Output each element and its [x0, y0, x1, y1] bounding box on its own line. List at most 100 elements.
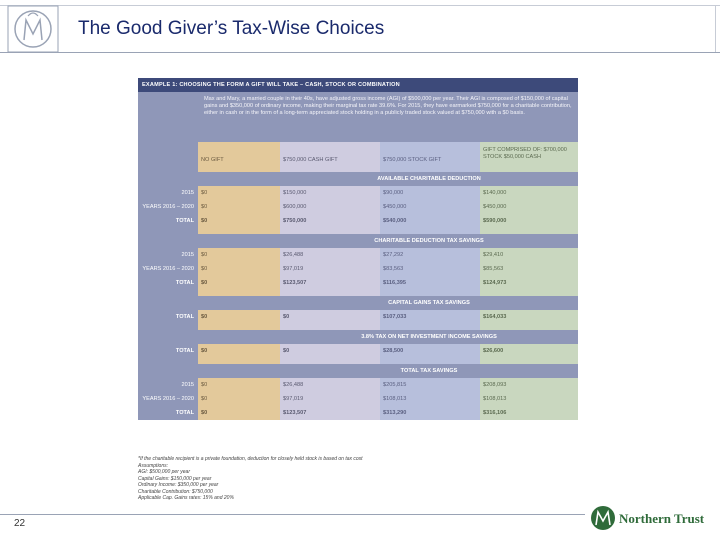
- table-row: TOTAL $0 $750,000 $540,000 $590,000: [138, 214, 578, 228]
- value-cell: $0: [198, 276, 280, 290]
- section-title-text: TOTAL TAX SAVINGS: [400, 368, 458, 374]
- table-row: 2015 $0 $26,488 $205,815 $208,093: [138, 378, 578, 392]
- table-header: EXAMPLE 1: CHOOSING THE FORM A GIFT WILL…: [138, 78, 578, 92]
- row-label: TOTAL: [138, 276, 198, 290]
- section-title: TOTAL TAX SAVINGS: [138, 364, 578, 378]
- value-cell: $150,000: [280, 186, 380, 200]
- value-cell: $0: [198, 310, 280, 324]
- value-cell: $0: [280, 310, 380, 324]
- value-cell: $124,973: [480, 276, 578, 290]
- northern-trust-emblem-icon: [7, 5, 59, 53]
- table-row: YEARS 2016 – 2020 $0 $97,019 $108,013 $108,0…: [138, 392, 578, 406]
- row-label: TOTAL: [138, 406, 198, 420]
- table-row: TOTAL $0 $123,507 $313,290 $316,106: [138, 406, 578, 420]
- value-cell: $750,000: [280, 214, 380, 228]
- footer-divider: [0, 514, 585, 515]
- value-cell: $108,013: [480, 392, 578, 406]
- value-cell: $313,290: [380, 406, 480, 420]
- value-cell: $0: [198, 392, 280, 406]
- value-cell: $123,507: [280, 406, 380, 420]
- value-cell: $316,106: [480, 406, 578, 420]
- value-cell: $540,000: [380, 214, 480, 228]
- row-label: YEARS 2016 – 2020: [138, 200, 198, 214]
- table-row: YEARS 2016 – 2020 $0 $600,000 $450,000 $450,…: [138, 200, 578, 214]
- value-cell: $90,000: [380, 186, 480, 200]
- value-cell: $97,019: [280, 262, 380, 276]
- value-cell: $140,000: [480, 186, 578, 200]
- value-cell: $0: [198, 248, 280, 262]
- value-cell: $0: [198, 378, 280, 392]
- value-cell: $164,033: [480, 310, 578, 324]
- northern-trust-logo: Northern Trust: [591, 506, 705, 530]
- table-row: 2015 $0 $26,488 $27,292 $29,410: [138, 248, 578, 262]
- section-title-text: AVAILABLE CHARITABLE DEDUCTION: [377, 176, 481, 182]
- value-cell: $0: [198, 344, 280, 358]
- value-cell: $0: [198, 214, 280, 228]
- column-header: $750,000 STOCK GIFT: [380, 142, 480, 166]
- table-row: TOTAL $0 $0 $107,033 $164,033: [138, 310, 578, 324]
- footnotes: *If the charitable recipient is a privat…: [138, 456, 578, 502]
- row-label: TOTAL: [138, 344, 198, 358]
- value-cell: $450,000: [480, 200, 578, 214]
- example-description: Max and Mary, a married couple in their …: [198, 92, 578, 142]
- value-cell: $27,292: [380, 248, 480, 262]
- section-title: CAPITAL GAINS TAX SAVINGS: [138, 296, 578, 310]
- column-headers: NO GIFT $750,000 CASH GIFT $750,000 STOC…: [138, 142, 578, 166]
- value-cell: $26,600: [480, 344, 578, 358]
- row-label: TOTAL: [138, 310, 198, 324]
- page-number: 22: [14, 518, 26, 529]
- table-row: 2015 $0 $150,000 $90,000 $140,000: [138, 186, 578, 200]
- value-cell: $29,410: [480, 248, 578, 262]
- top-frame-line: [0, 5, 720, 6]
- example-intro: Max and Mary, a married couple in their …: [138, 92, 578, 142]
- footnote-line: Charitable Contribution: $750,000: [138, 488, 213, 495]
- value-cell: $450,000: [380, 200, 480, 214]
- footnote-line: Applicable Cap. Gains rates: 15% and 20%: [138, 495, 234, 501]
- value-cell: $97,019: [280, 392, 380, 406]
- table-row: YEARS 2016 – 2020 $0 $97,019 $83,563 $85,563: [138, 262, 578, 276]
- value-cell: $208,093: [480, 378, 578, 392]
- row-label: YEARS 2016 – 2020: [138, 392, 198, 406]
- value-cell: $0: [198, 200, 280, 214]
- table-row: TOTAL $0 $0 $28,500 $26,600: [138, 344, 578, 358]
- table-row: TOTAL $0 $123,507 $116,395 $124,973: [138, 276, 578, 290]
- value-cell: $85,563: [480, 262, 578, 276]
- section-title: AVAILABLE CHARITABLE DEDUCTION: [138, 172, 578, 186]
- row-label: 2015: [138, 186, 198, 200]
- value-cell: $0: [280, 344, 380, 358]
- gift-comparison-table: EXAMPLE 1: CHOOSING THE FORM A GIFT WILL…: [138, 78, 578, 420]
- value-cell: $116,395: [380, 276, 480, 290]
- row-label: 2015: [138, 378, 198, 392]
- column-header: $750,000 CASH GIFT: [280, 142, 380, 166]
- value-cell: $0: [198, 262, 280, 276]
- section-title-text: CAPITAL GAINS TAX SAVINGS: [388, 300, 470, 306]
- title-divider: [0, 52, 720, 53]
- value-cell: $108,013: [380, 392, 480, 406]
- footnote-line: Assumptions:: [138, 462, 169, 469]
- value-cell: $107,033: [380, 310, 480, 324]
- value-cell: $26,488: [280, 378, 380, 392]
- value-cell: $600,000: [280, 200, 380, 214]
- value-cell: $28,500: [380, 344, 480, 358]
- value-cell: $26,488: [280, 248, 380, 262]
- top-frame-edge: [715, 5, 716, 53]
- value-cell: $0: [198, 186, 280, 200]
- footnote-line: *If the charitable recipient is a privat…: [138, 456, 363, 462]
- footnote-line: AGI: $500,000 per year: [138, 469, 190, 475]
- row-label: YEARS 2016 – 2020: [138, 262, 198, 276]
- section-title: 3.8% TAX ON NET INVESTMENT INCOME SAVING…: [138, 330, 578, 344]
- column-header: GIFT COMPRISED OF: $700,000 STOCK $50,00…: [480, 142, 578, 166]
- value-cell: $205,815: [380, 378, 480, 392]
- value-cell: $123,507: [280, 276, 380, 290]
- value-cell: $83,563: [380, 262, 480, 276]
- value-cell: $590,000: [480, 214, 578, 228]
- brand-name: Northern Trust: [619, 511, 705, 526]
- section-title: CHARITABLE DEDUCTION TAX SAVINGS: [138, 234, 578, 248]
- section-title-text: 3.8% TAX ON NET INVESTMENT INCOME SAVING…: [361, 334, 497, 340]
- table-sections: AVAILABLE CHARITABLE DEDUCTION 2015 $0 $150…: [138, 166, 578, 420]
- value-cell: $0: [198, 406, 280, 420]
- page-title: The Good Giver’s Tax-Wise Choices: [78, 18, 385, 39]
- section-title-text: CHARITABLE DEDUCTION TAX SAVINGS: [374, 238, 484, 244]
- row-label: TOTAL: [138, 214, 198, 228]
- footnote-line: Capital Gains: $150,000 per year: [138, 475, 212, 482]
